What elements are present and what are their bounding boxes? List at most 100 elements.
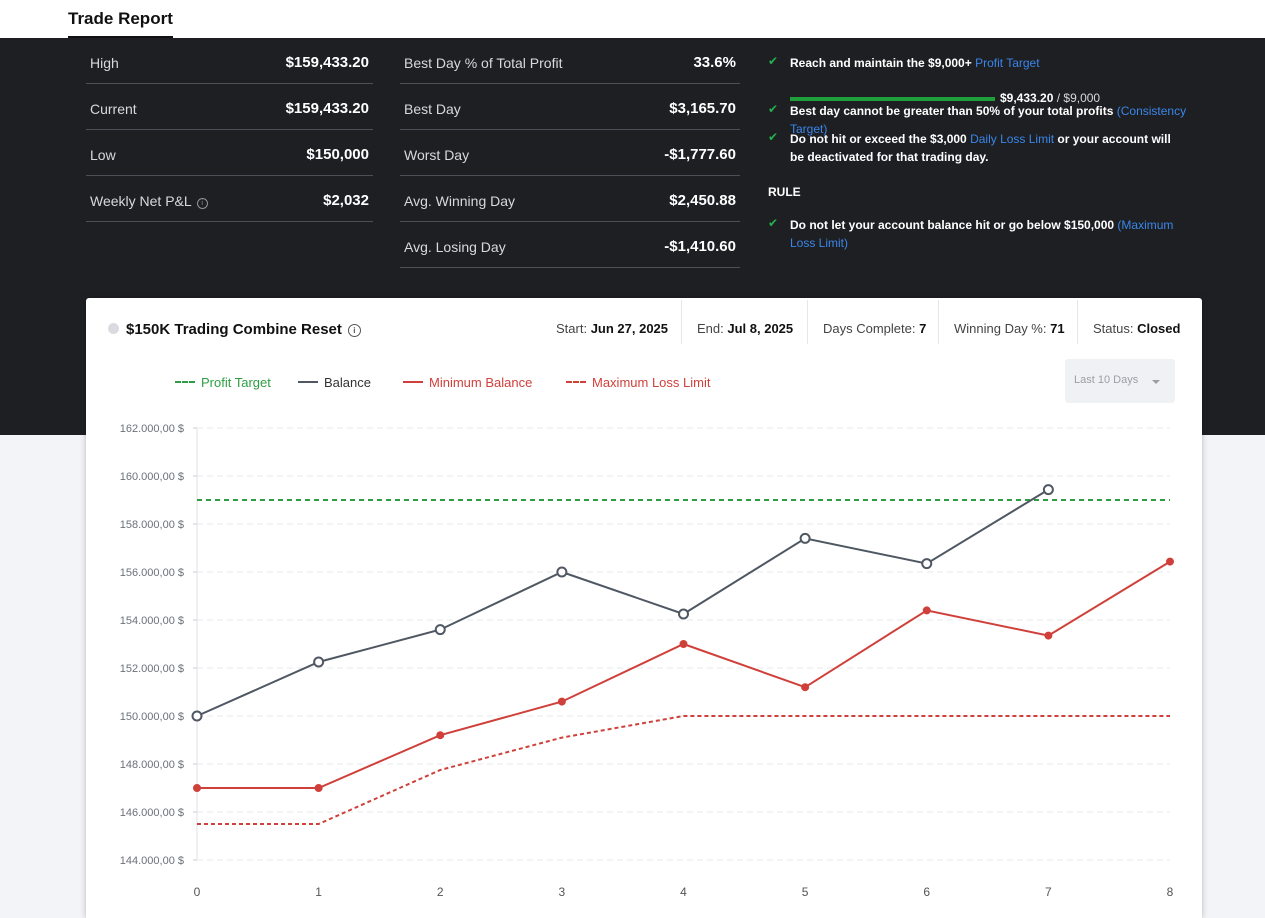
- legend-balance[interactable]: Balance: [298, 375, 371, 390]
- x-tick-label: 2: [437, 885, 444, 899]
- x-tick-label: 3: [559, 885, 566, 899]
- legend-max-loss[interactable]: Maximum Loss Limit: [566, 375, 710, 390]
- winpct-value: 71: [1050, 321, 1065, 336]
- info-icon[interactable]: i: [347, 324, 361, 337]
- balance-point: [434, 624, 446, 636]
- x-tick-label: 4: [680, 885, 687, 899]
- rule-heading: RULE: [768, 185, 801, 199]
- rule-text: Reach and maintain the $9,000+: [790, 56, 976, 70]
- solid-line-icon: [298, 381, 318, 383]
- balance-point: [678, 608, 689, 620]
- rule-text: Do not let your account balance hit or g…: [790, 218, 1118, 232]
- stat-label: High: [90, 55, 119, 71]
- y-tick-label: 144.000,00 $: [120, 855, 184, 867]
- series-line-balance: [196, 488, 1049, 717]
- balance-point: [921, 558, 933, 570]
- y-tick-label: 150.000,00 $: [120, 711, 184, 723]
- divider: [938, 300, 939, 344]
- stat-row: High $159,433.20: [86, 38, 373, 84]
- stat-row: Avg. Losing Day -$1,410.60: [400, 222, 740, 268]
- min-balance-point: [193, 784, 201, 792]
- profit-progress-text: $9,433.20 / $9,000: [1000, 91, 1100, 105]
- rule-text-2: or your account will be deactivated for …: [790, 132, 1171, 164]
- min-balance-point: [679, 640, 688, 648]
- min-balance-point: [1044, 631, 1053, 640]
- balance-point: [556, 566, 568, 578]
- progress-current: $9,433.20: [1000, 91, 1054, 105]
- tab-trade-report[interactable]: Trade Report: [68, 9, 173, 39]
- divider: [1077, 300, 1078, 344]
- range-select[interactable]: Last 10 Days: [1065, 359, 1175, 403]
- consistency-target-link[interactable]: (Consistency Target): [790, 104, 1187, 136]
- stat-row: Best Day $3,165.70: [400, 84, 740, 130]
- top-bar: Trade Report: [0, 0, 1265, 39]
- legend-label: Minimum Balance: [429, 375, 533, 390]
- start-date: Start: Jun 27, 2025: [556, 300, 668, 344]
- days-value: 7: [919, 321, 927, 336]
- stat-row: Worst Day -$1,777.60: [400, 130, 740, 176]
- balance-chart: 144.000,00 $ 146.000,00 $ 148.000,00 $ 150.…: [120, 423, 1174, 899]
- card-header: $150K Trading Combine Reset i Start: Jun …: [86, 298, 1202, 360]
- days-complete: Days Complete: 7: [823, 300, 926, 344]
- range-select-value: Last 10 Days: [1074, 374, 1139, 386]
- stat-label: Low: [90, 147, 116, 163]
- end-value: Jul 8, 2025: [727, 321, 794, 336]
- y-tick-label: 146.000,00 $: [120, 807, 184, 819]
- balance-point: [313, 656, 325, 668]
- min-balance-point: [557, 697, 566, 706]
- stat-label: Weekly Net P&L: [90, 193, 192, 209]
- min-balance-point: [314, 784, 323, 792]
- stat-label: Current: [90, 101, 137, 117]
- days-label: Days Complete:: [823, 321, 920, 336]
- min-balance-point: [1166, 557, 1174, 566]
- stat-label: Best Day % of Total Profit: [404, 55, 563, 71]
- stat-label: Worst Day: [404, 147, 470, 163]
- end-label: End:: [697, 321, 728, 336]
- daily-loss-limit-link[interactable]: Daily Loss Limit: [970, 132, 1055, 146]
- dashed-line-icon: [566, 381, 586, 383]
- legend-min-balance[interactable]: Minimum Balance: [403, 375, 532, 390]
- legend-label: Balance: [324, 375, 371, 390]
- balance-point: [799, 532, 811, 544]
- profit-progress-bar: [790, 97, 995, 101]
- min-balance-point: [922, 606, 931, 615]
- stats-left: High $159,433.20 Current $159,433.20 Low $150…: [86, 38, 373, 222]
- winning-day-pct: Winning Day %: 71: [954, 300, 1065, 344]
- stat-value: $2,032: [323, 192, 369, 209]
- y-tick-label: 160.000,00 $: [120, 471, 184, 483]
- start-label: Start:: [556, 321, 591, 336]
- stat-row: Avg. Winning Day $2,450.88: [400, 176, 740, 222]
- y-tick-label: 158.000,00 $: [120, 519, 184, 531]
- x-tick-label: 8: [1167, 885, 1174, 899]
- y-tick-label: 148.000,00 $: [120, 759, 184, 771]
- stat-label-wrap: Weekly Net P&L i: [90, 193, 208, 209]
- info-icon[interactable]: i: [196, 198, 208, 209]
- solid-line-icon: [403, 381, 423, 383]
- check-icon: ✔: [768, 102, 779, 116]
- status-value: Closed: [1137, 321, 1181, 336]
- series-line-maximum-loss-limit: [197, 715, 1170, 825]
- status-dot: [108, 323, 119, 334]
- stat-value: $2,450.88: [669, 192, 736, 209]
- stat-label: Best Day: [404, 101, 461, 117]
- divider: [681, 300, 682, 344]
- balance-point: [191, 710, 203, 722]
- stat-value: -$1,410.60: [664, 238, 736, 255]
- profit-target-link[interactable]: Profit Target: [975, 56, 1040, 70]
- x-tick-label: 0: [194, 885, 201, 899]
- min-balance-point: [436, 731, 445, 740]
- dashed-line-icon: [175, 381, 195, 383]
- max-loss-limit-link[interactable]: (Maximum Loss Limit): [790, 218, 1174, 250]
- legend-label: Profit Target: [201, 375, 271, 390]
- progress-target: / $9,000: [1053, 91, 1101, 105]
- winpct-label: Winning Day %:: [954, 321, 1051, 336]
- rule-text: Best day cannot be greater than 50% of y…: [790, 104, 1117, 118]
- stat-label: Avg. Winning Day: [404, 193, 516, 209]
- y-tick-label: 156.000,00 $: [120, 567, 184, 579]
- stat-row: Current $159,433.20: [86, 84, 373, 130]
- stat-row: Best Day % of Total Profit 33.6%: [400, 38, 740, 84]
- y-tick-label: 152.000,00 $: [120, 663, 184, 675]
- balance-point: [1042, 484, 1054, 496]
- legend-profit-target[interactable]: Profit Target: [175, 375, 271, 390]
- y-tick-label: 154.000,00 $: [120, 615, 184, 627]
